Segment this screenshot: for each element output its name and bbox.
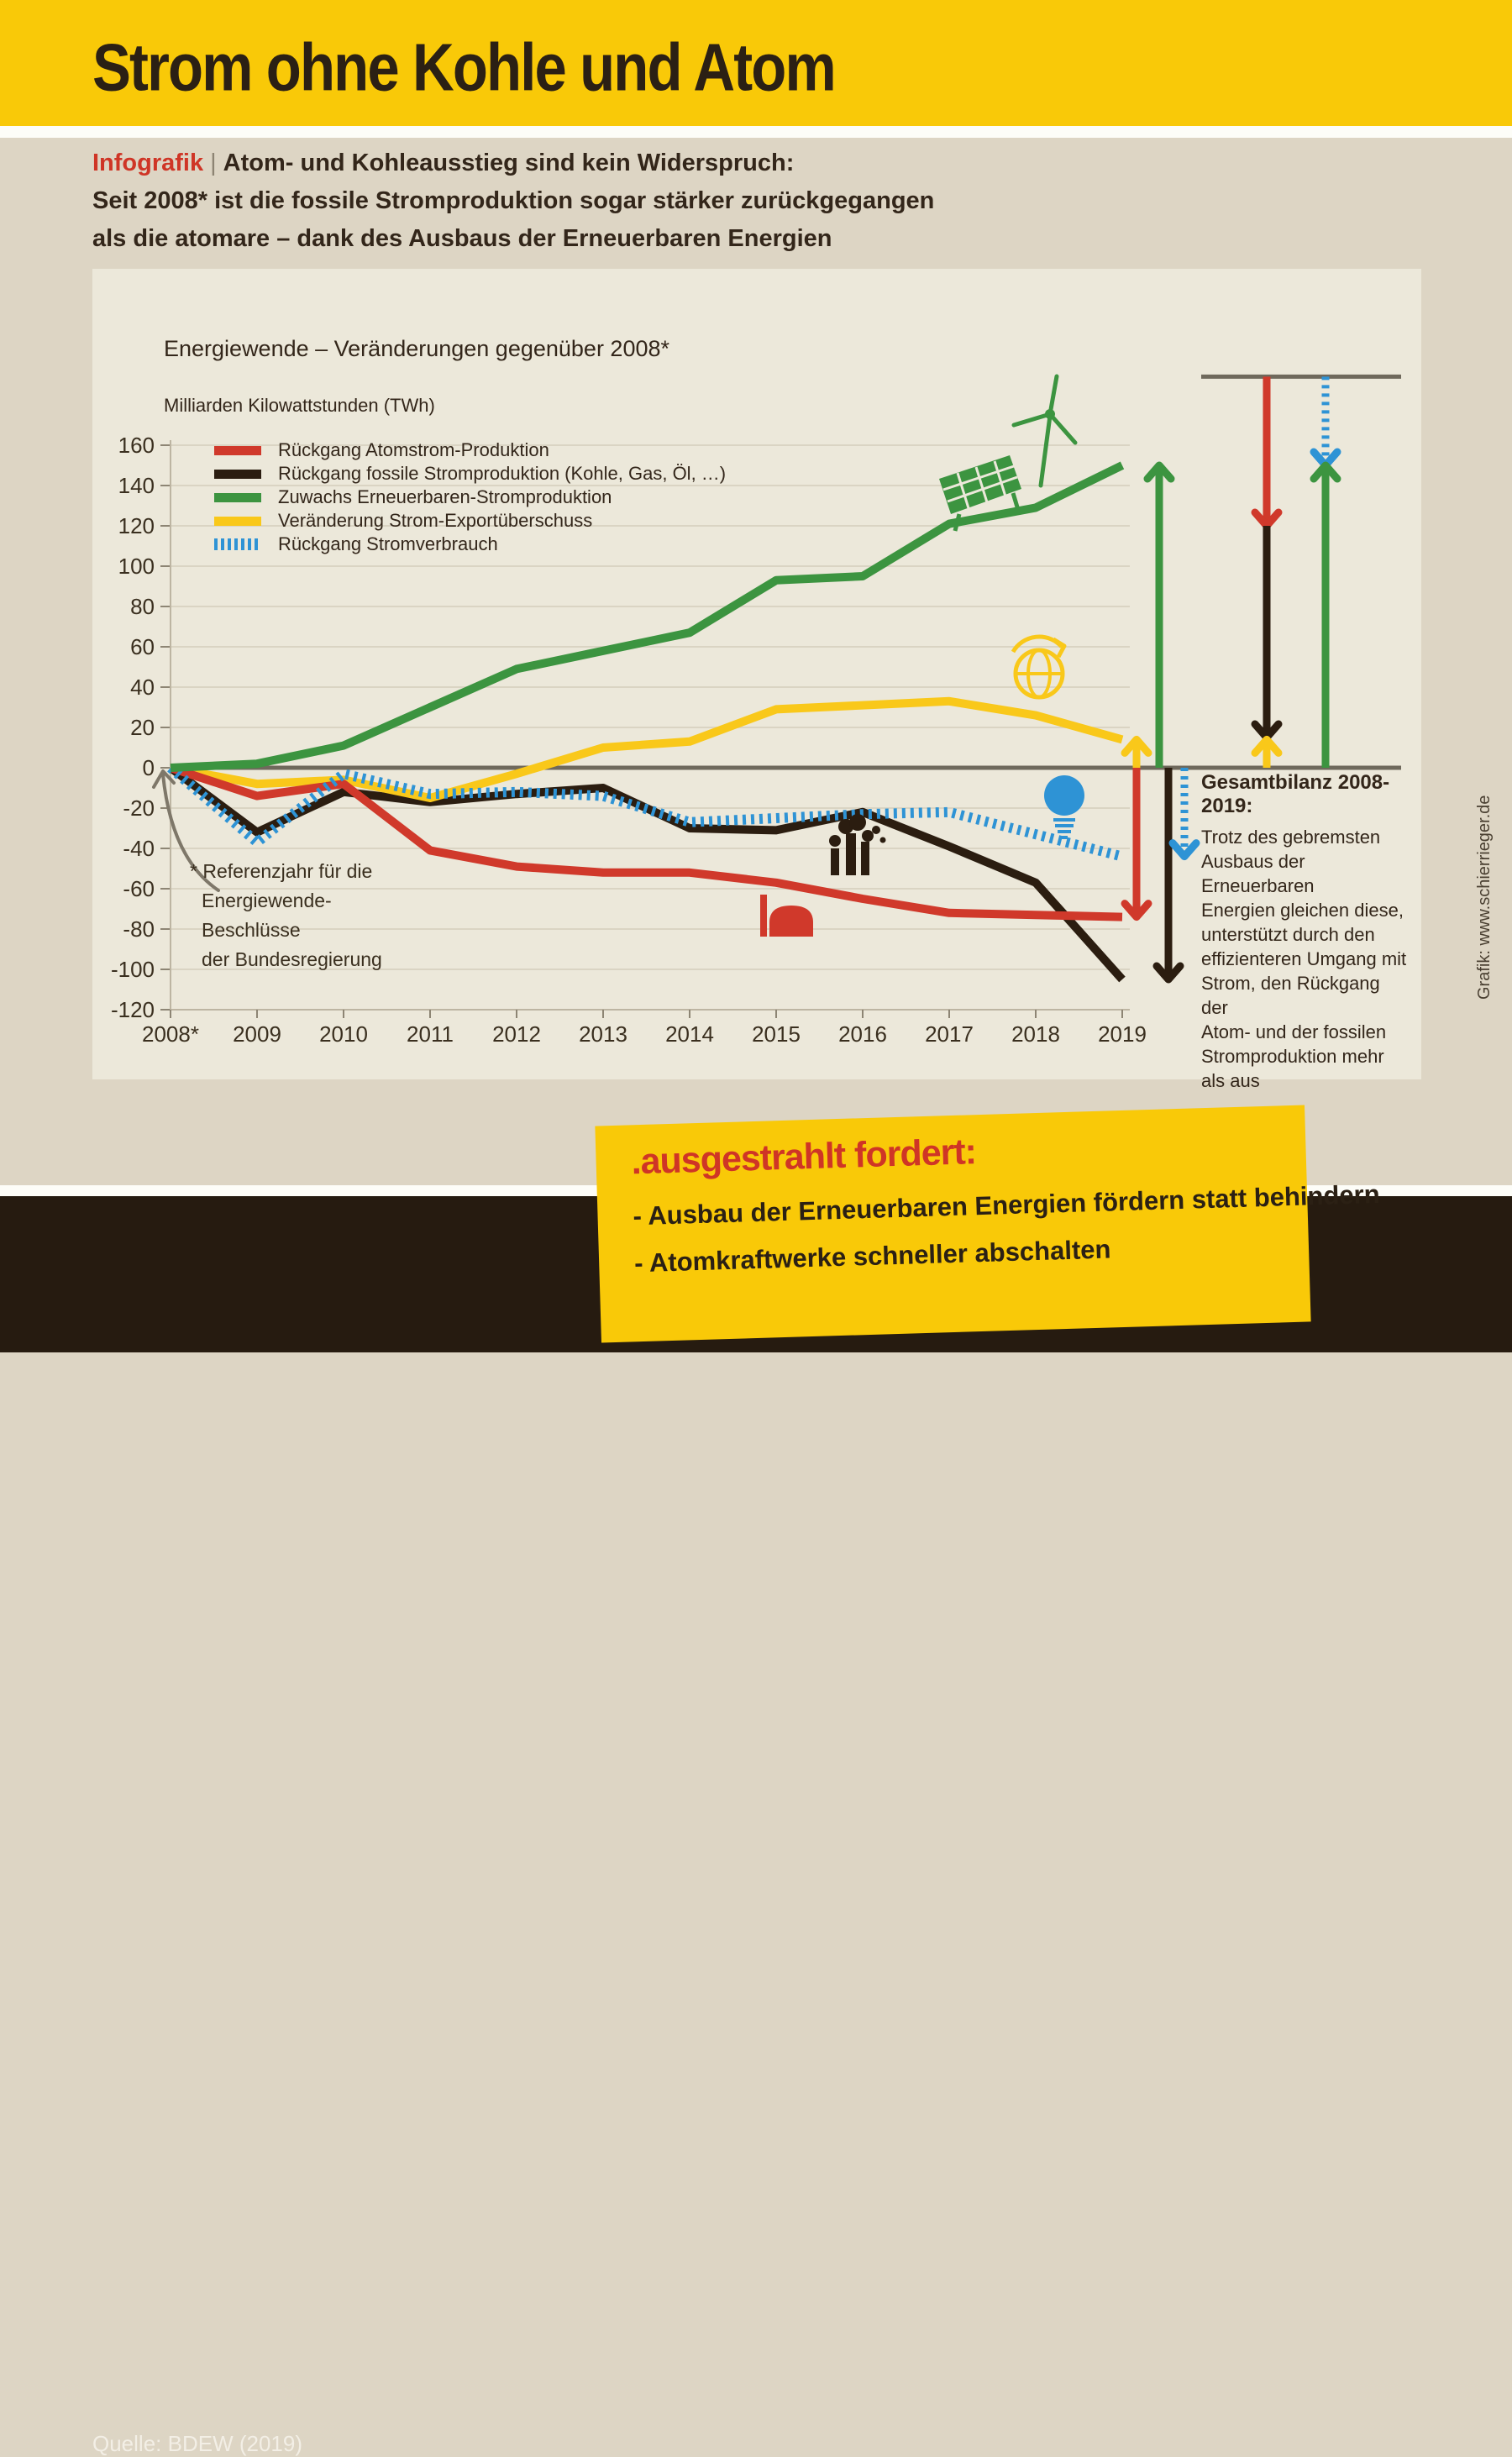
svg-text:-100: -100 [111,957,155,982]
svg-text:-80: -80 [123,916,155,942]
balance-arrow-verbrauch [1310,376,1341,470]
intro-line-1: Infografik | Atom- und Kohleausstieg sind … [92,144,934,182]
svg-text:100: 100 [118,554,155,579]
legend-swatch-atom [214,445,261,455]
reference-year-footnote: * Referenzjahr für die Energiewende-Besc… [190,860,382,970]
end-arrow-export [1121,735,1152,768]
series-layer [167,461,1126,983]
svg-text:-120: -120 [111,997,155,1022]
demand-box-title: .ausgestrahlt fordert: [630,1131,977,1183]
series-line-atom [169,764,1123,921]
legend-swatch-verbrauch [214,538,261,550]
svg-text:2017: 2017 [925,1021,974,1047]
demand-box-items: - Ausbau der Erneuerbaren Energien förde… [633,1173,1380,1287]
intro-line-1-text: Atom- und Kohleausstieg sind kein Widers… [223,150,795,176]
svg-text:2014: 2014 [665,1021,714,1047]
svg-text:2013: 2013 [579,1021,627,1047]
balance-arrow-atom [1251,376,1283,530]
legend-label-fossil: Rückgang fossile Stromproduktion (Kohle,… [278,463,727,484]
svg-text:40: 40 [130,675,155,700]
balance-arrow-fossil [1251,526,1283,742]
page-title: Strom ohne Kohle und Atom [92,29,837,105]
light-bulb-icon [1044,775,1084,839]
intro-text: Infografik | Atom- und Kohleausstieg sind … [92,144,934,258]
globe-export-icon [1011,634,1067,700]
solar-panel-icon [939,455,1021,532]
svg-text:-40: -40 [123,836,155,861]
legend-item-erneuerbare: Zuwachs Erneuerbaren-Stromproduktion [214,486,726,509]
svg-text:2012: 2012 [492,1021,541,1047]
balance-arrow-erneuerbare [1310,461,1341,768]
intro-line-3: als die atomare – dank des Ausbaus der E… [92,225,832,252]
balance-note-text: Trotz des gebremsten Ausbaus der Erneuer… [1201,827,1407,1091]
svg-text:2016: 2016 [838,1021,887,1047]
demand-box: .ausgestrahlt fordert: - Ausbau der Erne… [595,1105,1380,1343]
energiewende-chart: 160 140 120 100 80 60 40 20 0 -20 -40 -60 -80 -100 -12… [111,374,1401,1047]
header-band: Strom ohne Kohle und Atom [0,0,1512,126]
svg-text:2015: 2015 [752,1021,801,1047]
axis-labels-layer: 160 140 120 100 80 60 40 20 0 -20 -40 -60 -80 -100 -12… [111,433,1147,1047]
legend-label-verbrauch: Rückgang Stromverbrauch [278,533,498,554]
intro-separator: | [210,150,217,176]
legend-label-export: Veränderung Strom-Exportüberschuss [278,510,593,531]
svg-text:80: 80 [130,594,155,619]
source-label: Quelle: BDEW (2019) [92,2431,302,2456]
legend-item-export: Veränderung Strom-Exportüberschuss [214,509,726,533]
svg-text:140: 140 [118,473,155,498]
chart-legend: Rückgang Atomstrom-Produktion Rückgang f… [214,438,726,556]
legend-label-atom: Rückgang Atomstrom-Produktion [278,439,549,460]
legend-item-atom: Rückgang Atomstrom-Produktion [214,438,726,462]
svg-text:2008*: 2008* [142,1021,199,1047]
svg-text:2011: 2011 [407,1021,454,1047]
svg-text:-60: -60 [123,876,155,901]
intro-line-2: Seit 2008* ist die fossile Stromprodukti… [92,187,935,214]
series-line-erneuerbare [170,461,1125,772]
series-line-export [170,696,1124,802]
wind-turbine-icon [1011,374,1078,488]
svg-text:2018: 2018 [1011,1021,1060,1047]
svg-text:-20: -20 [123,795,155,821]
chart-panel: 160 140 120 100 80 60 40 20 0 -20 -40 -60 -80 -100 -12… [92,269,1421,1091]
legend-label-erneuerbare: Zuwachs Erneuerbaren-Stromproduktion [278,486,612,507]
svg-text:2009: 2009 [233,1021,281,1047]
svg-text:160: 160 [118,433,155,458]
legend-swatch-export [214,516,261,526]
legend-swatch-fossil [214,469,261,479]
svg-text:2019: 2019 [1098,1021,1147,1047]
chart-title: Energiewende – Veränderungen gegenüber 2… [164,336,670,361]
svg-text:20: 20 [130,715,155,740]
nuclear-plant-dome-icon [760,895,813,937]
svg-text:2010: 2010 [319,1021,368,1047]
chart-unit-label: Milliarden Kilowattstunden (TWh) [164,395,435,416]
balance-note: Gesamtbilanz 2008-2019: Trotz des gebrem… [1201,771,1411,1093]
series-line-verbrauch [167,764,1124,862]
factory-chimneys-icon [829,814,886,875]
header-divider [0,126,1512,138]
legend-item-fossil: Rückgang fossile Stromproduktion (Kohle,… [214,462,726,486]
graphic-credit: Grafik: www.schierrieger.de [1475,795,1494,1000]
svg-text:60: 60 [130,634,155,659]
infografik-tag: Infografik [92,150,204,176]
balance-note-title: Gesamtbilanz 2008-2019: [1201,771,1390,817]
end-arrow-fossil [1152,768,1184,984]
svg-text:120: 120 [118,513,155,538]
svg-text:0: 0 [143,755,155,780]
end-arrow-atom [1121,768,1152,921]
legend-item-verbrauch: Rückgang Stromverbrauch [214,533,726,556]
end-arrow-verbrauch [1168,768,1200,861]
legend-swatch-erneuerbare [214,492,261,502]
summary-arrows-layer [1121,376,1341,984]
grid-layer [160,374,1401,1018]
end-arrow-erneuerbare [1143,461,1175,768]
balance-arrow-export [1251,735,1283,768]
reference-arrow [152,769,220,892]
